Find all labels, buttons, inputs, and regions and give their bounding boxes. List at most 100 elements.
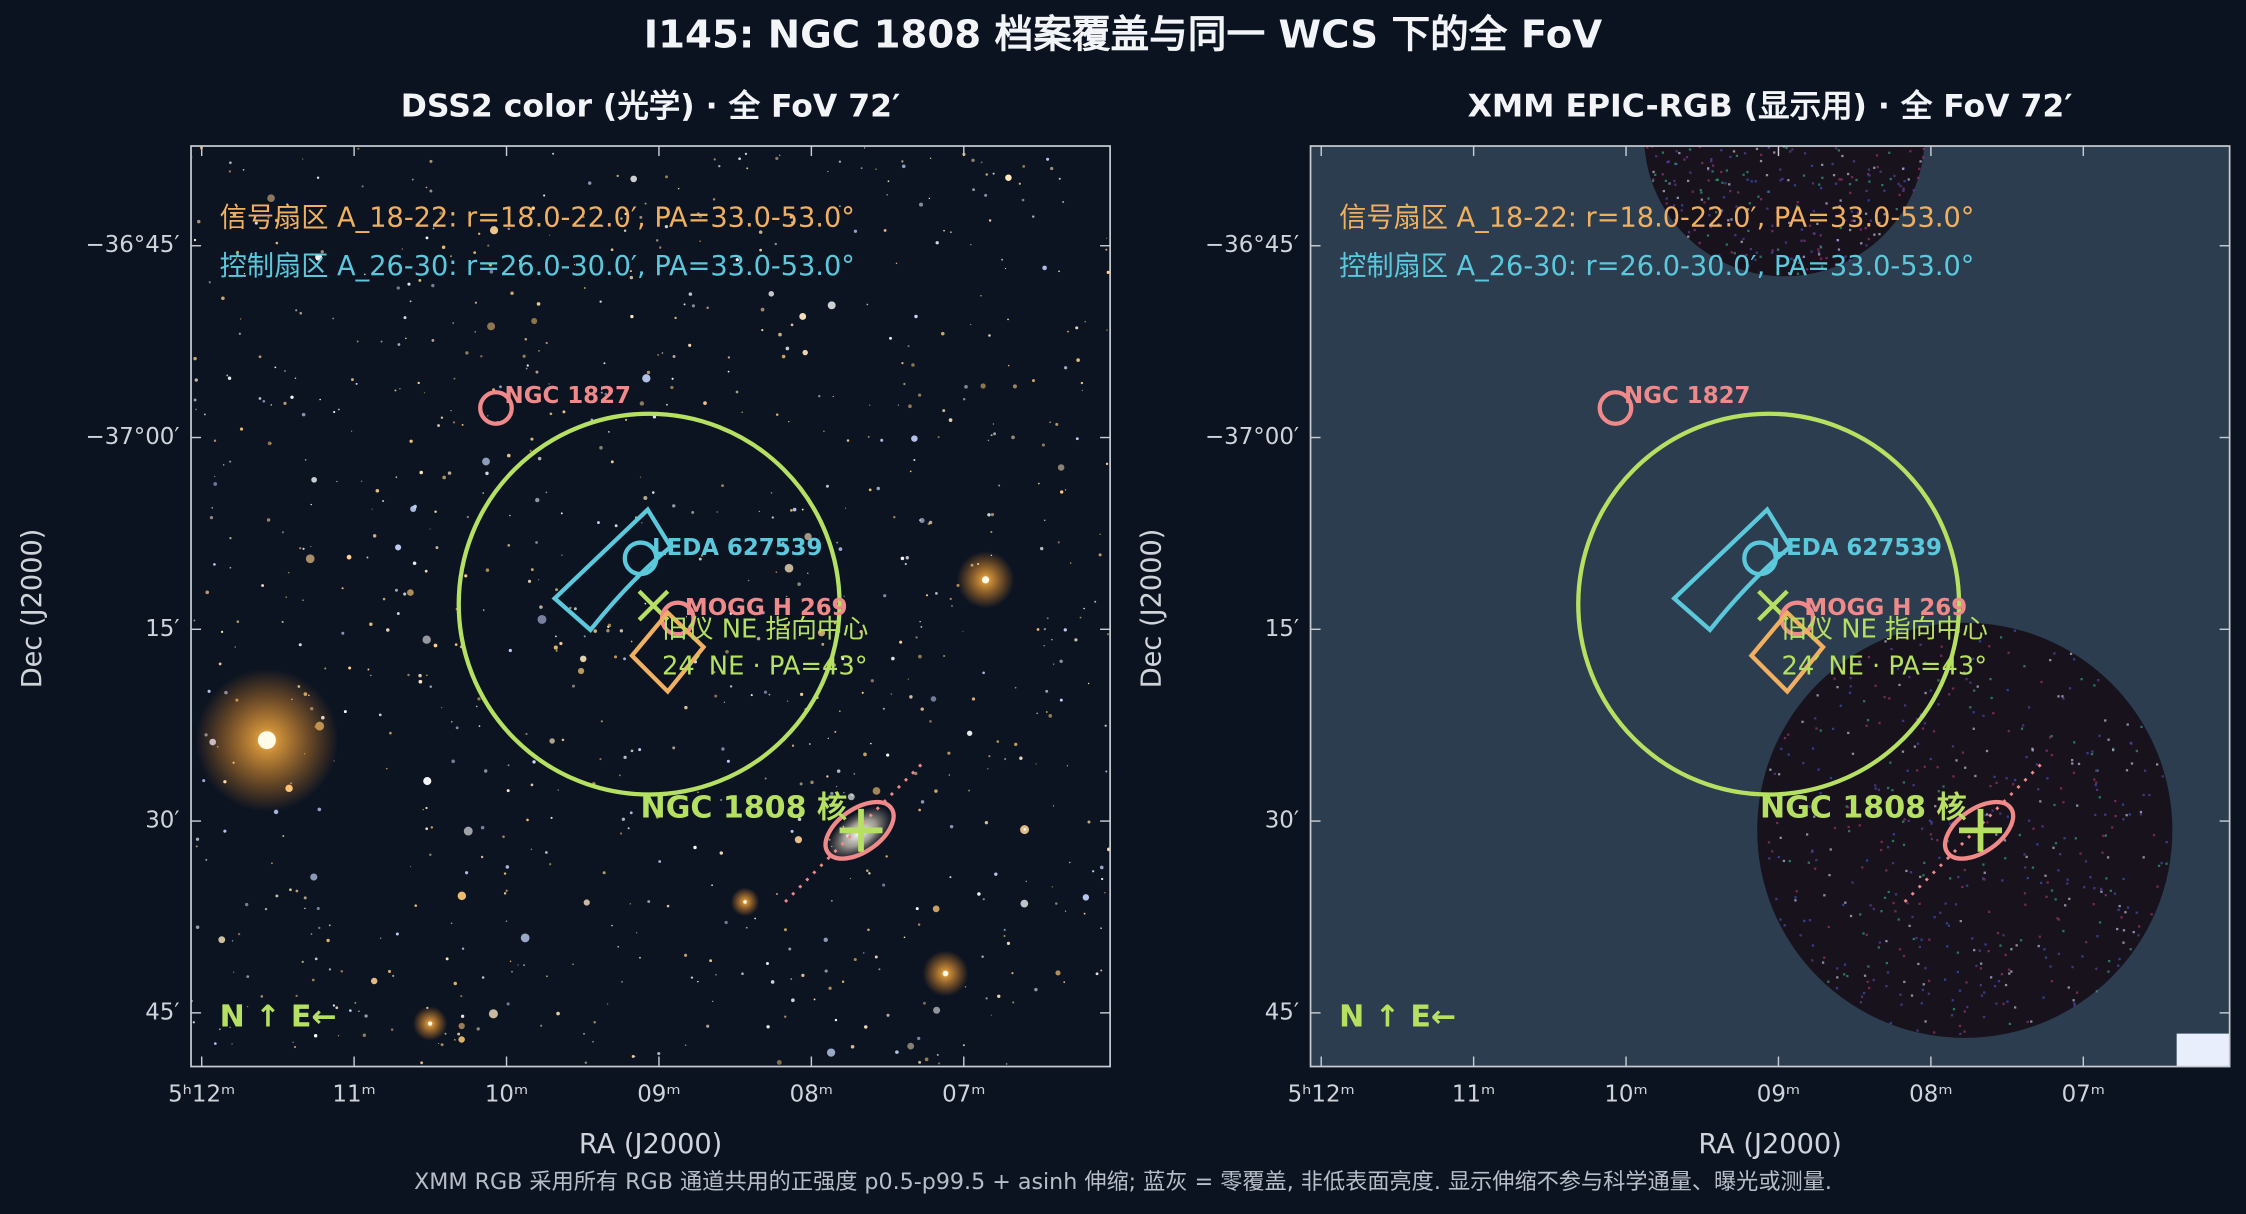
star: [920, 800, 925, 804]
star: [611, 924, 613, 927]
xmm-pixel: [1816, 222, 1819, 226]
star: [724, 920, 728, 925]
xmm-pixel: [1840, 670, 1844, 673]
star: [531, 317, 538, 325]
xmm-pixel: [2107, 970, 2110, 973]
xmm-pixel: [1975, 964, 1978, 968]
xmm-pixel: [1729, 189, 1732, 193]
xmm-pixel: [2004, 857, 2007, 860]
xmm-pixel: [1755, 251, 1758, 254]
star: [392, 974, 395, 978]
xmm-pixel: [2040, 680, 2043, 684]
star: [197, 219, 201, 224]
xmm-pixel: [1800, 228, 1804, 231]
xmm-pixel: [1907, 178, 1910, 181]
xmm-pixel: [1771, 229, 1774, 233]
x-tick-label: 09ᵐ: [1757, 1082, 1800, 1108]
y-axis-label: Dec (J2000): [17, 529, 48, 689]
xmm-pixel: [2049, 965, 2052, 968]
xmm-pixel: [2050, 889, 2054, 892]
star: [982, 671, 985, 675]
xmm-pixel: [1652, 178, 1655, 181]
xmm-pixel: [1839, 704, 1842, 707]
xmm-pixel: [1891, 839, 1895, 843]
star: [745, 926, 748, 929]
xmm-pixel: [1679, 134, 1681, 136]
xmm-pixel: [1796, 201, 1799, 204]
xmm-pixel: [2107, 738, 2110, 741]
star: [573, 607, 577, 611]
x-tick-label: 07ᵐ: [942, 1082, 985, 1108]
xmm-pixel: [1827, 980, 1830, 983]
star: [623, 229, 627, 232]
xmm-pixel: [1724, 182, 1727, 185]
star: [838, 547, 843, 551]
xmm-pixel: [1816, 694, 1819, 697]
star: [993, 432, 997, 436]
xmm-pixel: [1748, 202, 1751, 205]
xmm-pixel: [1923, 861, 1926, 864]
star: [478, 232, 481, 235]
star: [624, 212, 627, 216]
xmm-pixel: [1706, 234, 1710, 237]
star: [549, 863, 552, 866]
star: [760, 307, 765, 312]
xmm-pixel: [2037, 944, 2040, 948]
xmm-pixel: [1872, 907, 1876, 911]
xmm-pixel: [2095, 788, 2099, 792]
xmm-pixel: [1773, 151, 1776, 154]
xmm-pixel: [2023, 853, 2026, 856]
xmm-pixel: [1829, 776, 1833, 780]
xmm-pixel: [2018, 833, 2022, 837]
star: [1063, 628, 1067, 632]
xmm-pixel: [1668, 70, 1670, 72]
xmm-pixel: [1902, 187, 1905, 190]
xmm-pixel: [1803, 48, 1805, 50]
xmm-pixel: [1901, 750, 1905, 753]
star: [935, 241, 939, 245]
xmm-pixel: [1812, 209, 1816, 213]
xmm-pixel: [2026, 1020, 2029, 1024]
star: [1007, 318, 1009, 321]
star: [600, 720, 603, 723]
pointing-label: 旧仪 NE 指向中心: [662, 614, 868, 644]
xmm-pixel: [1723, 65, 1725, 67]
star: [442, 475, 447, 480]
star: [535, 497, 540, 503]
xmm-pixel: [2058, 853, 2062, 856]
star: [1106, 633, 1110, 636]
star: [776, 1060, 782, 1065]
xmm-pixel: [2008, 1022, 2012, 1026]
star: [451, 721, 453, 723]
xmm-pixel: [1751, 59, 1753, 61]
star: [666, 904, 670, 908]
xmm-pixel: [1813, 867, 1817, 870]
xmm-pixel: [2108, 959, 2111, 963]
xmm-pixel: [1918, 167, 1921, 171]
xmm-pixel: [1676, 196, 1680, 200]
xmm-pixel: [1903, 818, 1906, 821]
star: [314, 957, 318, 961]
star: [880, 438, 884, 442]
star: [593, 629, 598, 633]
xmm-pixel: [1783, 924, 1786, 927]
xmm-pixel: [1987, 949, 1990, 953]
star: [418, 679, 423, 684]
xmm-pixel: [1666, 160, 1669, 164]
xmm-pixel: [1844, 219, 1847, 222]
xmm-pixel: [2054, 898, 2057, 901]
star: [741, 972, 744, 975]
star: [897, 404, 900, 406]
star: [915, 636, 918, 639]
xmm-pixel: [2041, 825, 2044, 828]
star: [1080, 381, 1084, 385]
star: [670, 385, 674, 390]
star: [837, 267, 839, 269]
xmm-pixel: [2126, 906, 2130, 909]
star: [451, 759, 455, 764]
star: [275, 894, 279, 898]
star: [435, 546, 439, 550]
xmm-pixel: [2142, 856, 2145, 859]
star: [511, 970, 513, 973]
xmm-pixel: [1765, 174, 1769, 177]
